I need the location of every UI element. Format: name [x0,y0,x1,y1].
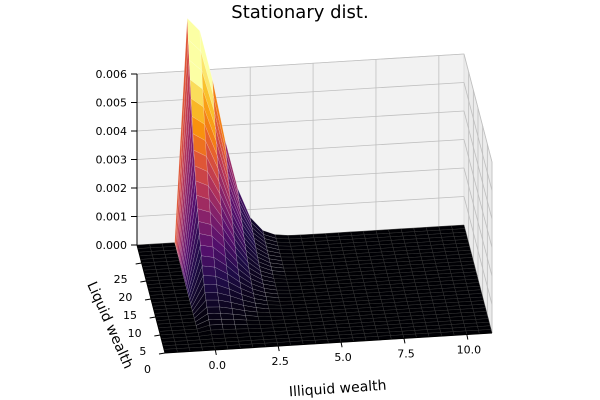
x-axis-label: Illiquid wealth [288,378,387,400]
surface-patch [276,241,291,247]
x-tick-label: 2.5 [271,355,289,368]
y-tick [135,262,142,265]
x-tick [214,349,217,356]
surface-patch [279,300,294,306]
surface-patch [208,318,223,326]
surface-patch [206,306,221,314]
surface-patch [266,300,281,306]
y-tick-label: 0 [144,363,151,376]
surface-patch [258,320,273,325]
y-tick-label: 20 [118,291,132,304]
axes: 0.0 2.5 5.0 7.5 10.0 0 5 10 15 20 25 0.000 0.001 0.00… [96,68,493,376]
surface-patch [205,299,220,308]
x-tick [340,342,343,348]
x-axis-line [164,332,493,354]
surface-patch [257,316,272,321]
surface-patch [221,318,236,325]
surface-patch [256,311,271,317]
surface-patch [234,324,249,330]
y-tick [144,298,152,301]
surface-patch [246,319,261,325]
z-tick-label: 0.001 [96,211,128,224]
z-tick-label: 0.003 [96,154,128,167]
surface-patch [276,289,291,295]
surface-patch [284,271,299,276]
surface-patch [281,308,296,313]
surface-patch [203,283,218,294]
y-tick-label: 15 [123,309,137,322]
x-tick [466,334,469,340]
y-tick [140,280,147,283]
surface-patch [273,278,288,284]
z-tick-label: 0.000 [96,239,128,252]
surface-patch [277,293,292,298]
surface-patch [280,256,295,262]
surface-patch [202,275,217,286]
y-tick-label: 25 [114,273,128,286]
x-tick [277,345,280,352]
surface-patch [281,260,296,265]
surface-patch [201,265,217,277]
surface-patch [283,267,298,273]
surface-patch [282,264,297,269]
surface-patch [269,312,284,317]
z-tick-label: 0.005 [96,97,128,110]
surface-patch [245,315,260,321]
surface-patch [259,323,274,329]
surface-patch [275,285,290,291]
surface-patch [277,245,292,251]
z-tick-label: 0.002 [96,182,128,195]
y-tick [158,352,166,355]
surface-plot [136,17,493,354]
surface-patch [291,249,306,254]
surface-patch [233,319,248,325]
surface-patch [209,324,224,331]
surface-patch [201,255,216,268]
x-tick-label: 7.5 [397,347,415,360]
surface-patch [222,328,237,335]
surface-patch [285,274,300,280]
surface-patch [287,282,302,287]
surface-patch [220,313,235,320]
surface-patch [222,324,237,330]
chart-title: Stationary dist. [231,2,368,23]
z-tick-label: 0.004 [96,125,128,138]
x-tick-label: 5.0 [334,351,352,364]
surface-patch [207,313,222,320]
surface-patch [248,328,263,334]
surface-patch [278,297,293,302]
surface-patch [278,249,293,254]
surface-patch [274,282,289,287]
x-tick [403,338,406,344]
surface-patch [200,244,215,258]
z-tick-label: 0.006 [96,68,128,81]
x-tick-label: 10.0 [457,344,482,357]
y-tick-label: 10 [128,327,142,340]
surface-patch [247,324,262,330]
y-tick [149,316,156,319]
surface-patch [204,292,219,301]
surface-patch [267,304,282,310]
surface-patch [279,253,294,258]
surface-patch [268,308,283,313]
x-tick-label: 0.0 [209,359,227,372]
y-tick-label: 5 [139,345,146,358]
surface-patch [286,278,301,284]
y-tick [154,334,161,337]
